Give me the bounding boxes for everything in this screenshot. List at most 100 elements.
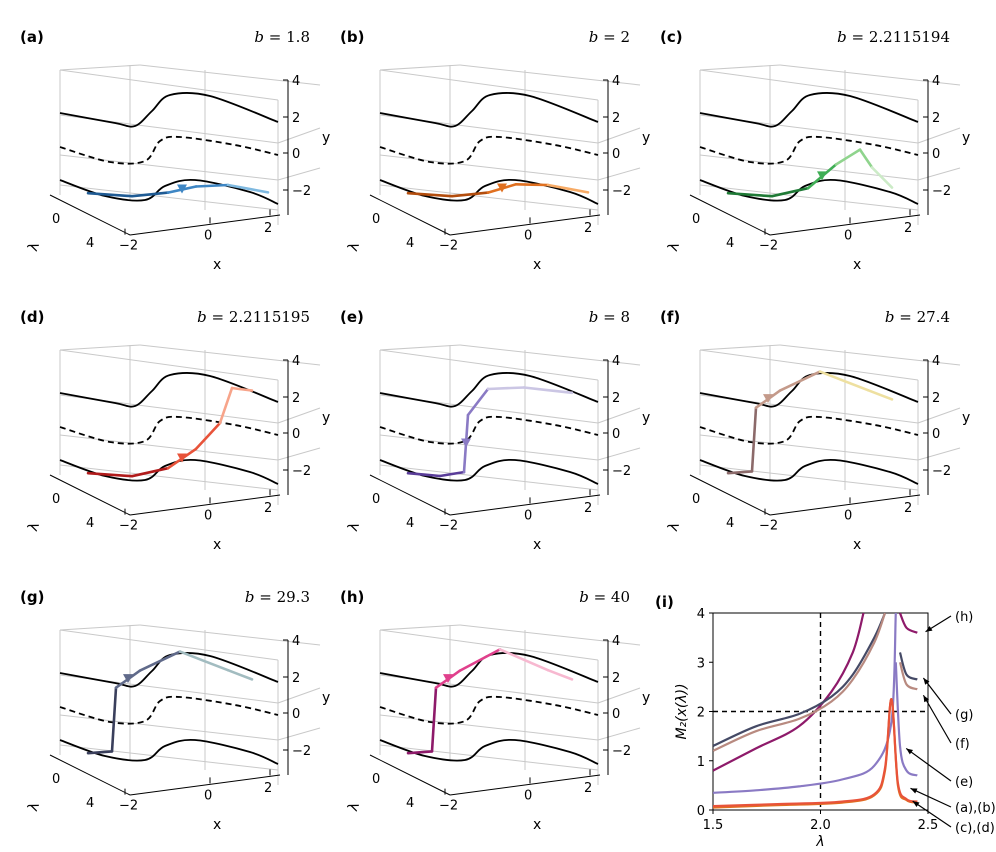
grid-line — [139, 624, 321, 646]
floor-edge — [369, 754, 451, 796]
grid-line — [379, 624, 461, 631]
lambda-axis-label: λ — [25, 800, 43, 813]
grid-line — [699, 154, 919, 181]
grid-line — [59, 344, 141, 351]
x-tick-label: −2 — [119, 519, 138, 534]
lambda-tick-label: 0 — [692, 212, 700, 227]
grid-line — [379, 64, 461, 71]
x-tick-label: 1.5 — [703, 818, 724, 833]
grid-line — [597, 167, 641, 181]
annotation-label: (f) — [955, 737, 970, 752]
x-tick-label: 2 — [264, 501, 272, 516]
y-tick-label: 0 — [292, 707, 300, 722]
panel-title: b = 8 — [589, 308, 630, 326]
lambda-tick-label: 0 — [372, 212, 380, 227]
title-value: 2 — [620, 28, 630, 46]
y-tick-label: 2 — [932, 111, 940, 126]
trajectory-segment — [834, 148, 862, 166]
annotation-arrowhead — [910, 788, 918, 794]
trajectory-segment — [726, 191, 774, 198]
trajectory-arrow — [461, 438, 471, 448]
grid-line — [59, 69, 279, 101]
x-axis-label: λ — [815, 834, 824, 850]
grid-line — [779, 344, 961, 366]
annotation-arrow — [905, 747, 952, 782]
trajectory-segment — [818, 370, 870, 392]
series-line — [713, 613, 865, 772]
trajectory-segment — [450, 191, 490, 198]
trajectory-segment — [194, 421, 222, 451]
title-equals: = — [598, 28, 620, 46]
y-tick-label: 4 — [612, 634, 620, 649]
grid-line — [277, 167, 321, 181]
y-tick-label: 2 — [292, 391, 300, 406]
title-value: 2.2115195 — [229, 308, 310, 326]
lambda-tick-label: 0 — [372, 492, 380, 507]
stable-branch-lower — [59, 738, 279, 765]
grid-line — [699, 344, 781, 351]
trajectory-segment — [522, 386, 574, 395]
y-tick-label: 4 — [697, 607, 705, 622]
x-axis-label: x — [213, 817, 221, 833]
panel-label: (d) — [20, 308, 44, 326]
trajectory-segment — [226, 668, 254, 681]
grid-line — [59, 744, 279, 771]
x-tick-label: 2.5 — [918, 818, 939, 833]
stable-branch-lower — [379, 458, 599, 485]
lambda-tick-label: 0 — [52, 492, 60, 507]
lambda-tick-label: 0 — [52, 772, 60, 787]
y-tick-label: 0 — [612, 427, 620, 442]
grid-line — [459, 64, 641, 86]
x-tick-label: 0 — [524, 508, 532, 523]
trajectory-segment — [778, 370, 822, 392]
x-tick-label: 2 — [264, 781, 272, 796]
y-tick-label: 4 — [612, 354, 620, 369]
lambda-tick-label: 4 — [406, 236, 414, 251]
stable-branch-upper — [379, 371, 599, 408]
lambda-axis-label: λ — [345, 240, 363, 253]
stable-branch-lower — [699, 458, 919, 485]
lambda-tick-label: 0 — [692, 492, 700, 507]
stable-branch-upper — [59, 91, 279, 128]
series-line-branch — [898, 661, 918, 691]
trajectory-segment — [226, 183, 270, 194]
lambda-tick-label: 4 — [406, 516, 414, 531]
grid-line — [597, 407, 641, 424]
y-tick-label: −2 — [612, 184, 631, 199]
trajectory-segment — [194, 183, 230, 188]
trajectory-segment — [498, 648, 550, 672]
series-line-branch — [898, 613, 918, 634]
x-tick-label: 2 — [584, 781, 592, 796]
x-axis-label: x — [853, 257, 861, 273]
floor-edge — [769, 494, 921, 516]
trajectory-arrow — [497, 183, 507, 193]
grid-line — [699, 464, 919, 491]
x-tick-label: 0 — [524, 788, 532, 803]
title-value: 8 — [620, 308, 630, 326]
lambda-axis-label: λ — [345, 520, 363, 533]
x-tick-label: 2 — [904, 501, 912, 516]
title-value: 2.2115194 — [869, 28, 950, 46]
trajectory-arrow — [817, 171, 827, 181]
grid-line — [597, 127, 641, 144]
unstable-branch — [379, 695, 599, 725]
trajectory-segment — [130, 466, 170, 478]
y-tick-label: 2 — [292, 671, 300, 686]
floor-edge — [449, 494, 601, 516]
trajectory-segment — [406, 191, 454, 198]
title-equals: = — [589, 588, 611, 606]
grid-line — [277, 727, 321, 741]
annotation-arrowhead — [925, 626, 933, 632]
title-equals: = — [207, 308, 229, 326]
trajectory-segment — [430, 686, 438, 753]
y-axis-label: y — [642, 410, 650, 426]
grid-line — [699, 69, 919, 101]
stable-branch-lower — [59, 178, 279, 205]
panel-label: (b) — [340, 28, 364, 46]
annotation-arrowhead — [923, 678, 930, 685]
trajectory-segment — [138, 650, 182, 672]
trajectory-segment — [86, 750, 114, 755]
